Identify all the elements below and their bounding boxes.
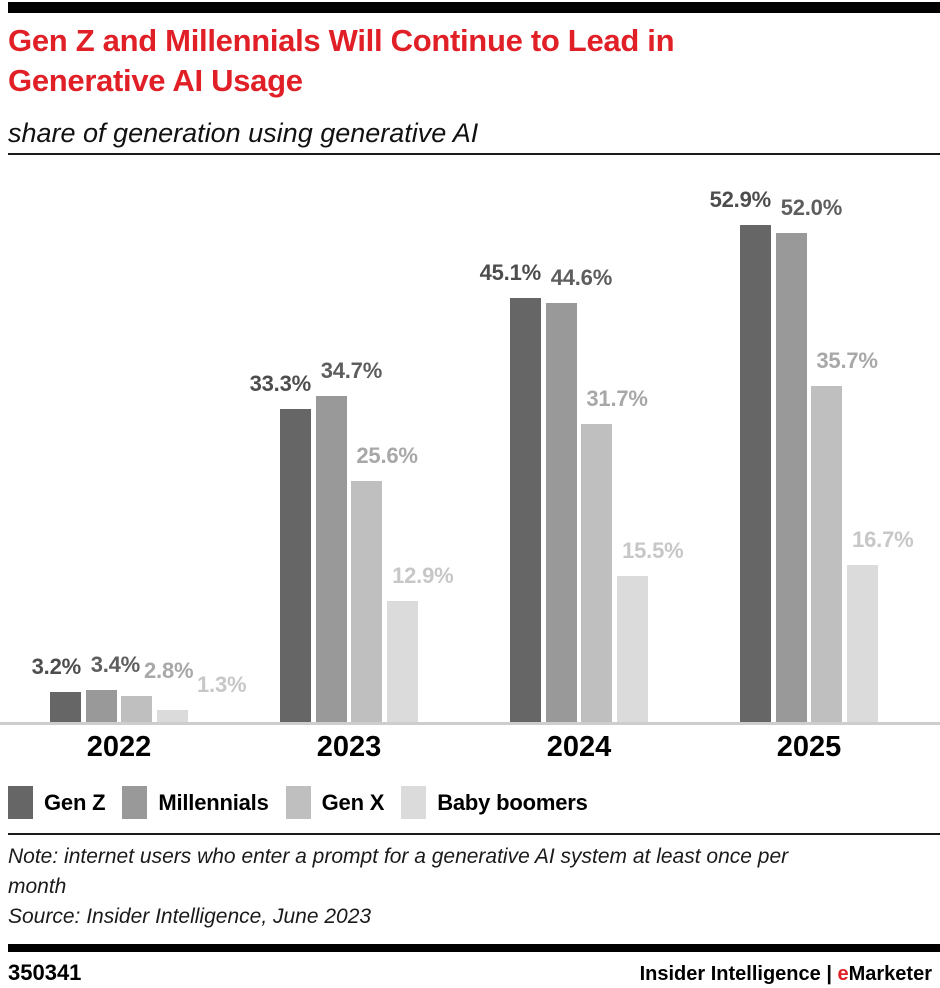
x-axis-label-2024: 2024 <box>546 731 612 763</box>
brand-insider-intelligence: Insider Intelligence <box>639 963 821 985</box>
bar-gen-x-2025 <box>811 386 843 722</box>
bar-label-gen-x-2025: 35.7% <box>816 348 878 374</box>
chart-area: 3.2% 3.4% 2.8% 1.3% 33.3% 34.7% 25.6% 12.9% 45.1… <box>0 166 940 770</box>
top-black-bar <box>8 2 940 13</box>
bar-label-baby-boomers-2023: 12.9% <box>392 562 454 588</box>
bar-label-gen-z-2023: 33.3% <box>249 370 312 396</box>
chart-title-line-2: Generative AI Usage <box>8 63 303 98</box>
bar-millennials-2022 <box>85 690 117 722</box>
legend-item-gen-z: Gen Z <box>8 786 106 819</box>
plot: 3.2% 3.4% 2.8% 1.3% 33.3% 34.7% 25.6% 12.9% 45.1… <box>0 166 940 725</box>
bar-label-baby-boomers-2024: 15.5% <box>622 538 684 564</box>
bar-label-gen-z-2025: 52.9% <box>709 186 772 212</box>
chart-title: Gen Z and Millennials Will Continue to L… <box>8 21 828 101</box>
bar-millennials-2023 <box>315 395 347 722</box>
source-line: Source: Insider Intelligence, June 2023 <box>8 905 372 928</box>
bar-label-millennials-2024: 44.6% <box>550 264 613 290</box>
bar-gen-x-2024 <box>581 424 613 722</box>
note-line-1: Note: internet users who enter a prompt … <box>8 845 789 868</box>
bar-label-baby-boomers-2025: 16.7% <box>852 527 914 553</box>
bar-gen-x-2023 <box>351 481 383 722</box>
note-divider <box>8 833 940 835</box>
legend-item-baby-boomers: Baby boomers <box>401 786 588 819</box>
legend-label-baby-boomers: Baby boomers <box>437 789 588 815</box>
bar-gen-z-2024 <box>510 298 541 722</box>
note-block: Note: internet users who enter a prompt … <box>8 842 932 932</box>
bar-baby-boomers-2024 <box>617 576 649 722</box>
bar-label-millennials-2023: 34.7% <box>320 357 383 383</box>
subtitle-rule <box>8 153 940 155</box>
chart-id: 350341 <box>8 960 82 985</box>
legend-swatch-baby-boomers <box>401 786 427 819</box>
bar-label-gen-x-2023: 25.6% <box>356 443 418 469</box>
bar-label-millennials-2022: 3.4% <box>90 652 141 678</box>
bar-baby-boomers-2025 <box>847 565 879 722</box>
brand-emarketer-e: e <box>837 963 849 985</box>
bar-gen-x-2022 <box>121 695 153 722</box>
chart-title-line-1: Gen Z and Millennials Will Continue to L… <box>8 23 675 58</box>
bar-label-gen-x-2022: 2.8% <box>144 657 194 683</box>
bar-gen-z-2022 <box>50 691 81 722</box>
legend-label-gen-z: Gen Z <box>44 789 106 815</box>
legend-label-millennials: Millennials <box>158 789 269 815</box>
legend-item-millennials: Millennials <box>122 786 269 819</box>
note-line-2: month <box>8 875 67 898</box>
bar-millennials-2025 <box>775 233 807 722</box>
bar-label-gen-z-2024: 45.1% <box>479 260 542 286</box>
bar-baby-boomers-2023 <box>387 600 419 722</box>
legend-swatch-millennials <box>122 786 148 819</box>
brand-emarketer-rest: Marketer <box>848 963 932 985</box>
bottom-black-bar <box>8 944 940 952</box>
legend-item-gen-x: Gen X <box>285 786 385 819</box>
legend-swatch-gen-z <box>8 786 33 819</box>
legend: Gen Z Millennials Gen X Baby boomers <box>8 786 932 819</box>
bar-gen-z-2025 <box>740 224 771 722</box>
chart-subtitle: share of generation using generative AI <box>8 118 479 148</box>
legend-swatch-gen-x <box>285 786 311 819</box>
bar-baby-boomers-2022 <box>157 709 189 722</box>
bar-gen-z-2023 <box>280 408 311 722</box>
x-axis-label-2022: 2022 <box>86 731 152 763</box>
x-axis-label-2025: 2025 <box>776 731 842 763</box>
x-axis-baseline <box>0 722 940 725</box>
bar-label-millennials-2025: 52.0% <box>780 195 843 221</box>
x-axis-label-2023: 2023 <box>316 731 382 763</box>
bar-millennials-2024 <box>545 302 577 722</box>
bar-label-baby-boomers-2022: 1.3% <box>197 671 247 697</box>
footer: 350341 Insider Intelligence | eMarketer <box>8 961 932 986</box>
footer-brand: Insider Intelligence | eMarketer <box>640 962 932 986</box>
bar-label-gen-z-2022: 3.2% <box>31 653 82 679</box>
legend-label-gen-x: Gen X <box>321 789 385 815</box>
brand-separator: | <box>826 963 832 985</box>
bar-label-gen-x-2024: 31.7% <box>586 386 648 412</box>
